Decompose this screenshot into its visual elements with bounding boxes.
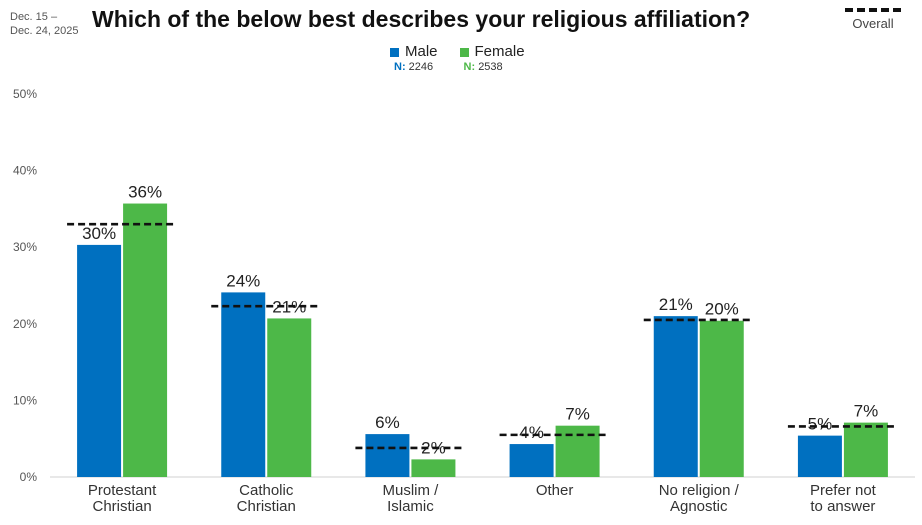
bar-male [509,444,554,477]
category-label: Prefer not [810,482,877,499]
category-label: Catholic [239,482,294,499]
data-label-female: 7% [565,405,590,424]
chart-title: Which of the below best describes your r… [92,6,751,32]
data-label-female: 36% [128,183,162,202]
legend-female: Female N: 2538 [459,43,525,74]
legend-female-n: N: 2538 [464,60,503,74]
bar-male [653,316,698,477]
data-label-female: 7% [854,402,879,421]
overall-legend: Overall [838,8,908,31]
bar-male [365,434,410,477]
data-label-male: 30% [82,224,116,243]
category-label: Protestant [88,482,157,499]
y-tick-label: 0% [20,470,38,484]
date-line-2: Dec. 24, 2025 [10,25,79,37]
bar-female [699,320,744,477]
series-legend: Male N: 2246 Female N: 2538 [390,44,525,74]
bar-male [797,435,842,477]
data-label-male: 4% [519,423,544,442]
date-line-1: Dec. 15 – [10,11,58,23]
category-label: Muslim / [382,482,439,499]
legend-female-label: Female [474,43,525,60]
legend-male-label: Male [405,43,438,60]
data-label-male: 21% [659,295,693,314]
legend-female-n-prefix: N: [463,61,476,73]
y-tick-label: 20% [13,317,37,331]
bar-female [123,203,168,477]
y-tick-label: 30% [13,240,37,254]
data-label-female: 20% [705,300,739,319]
category-label: Agnostic [670,498,728,515]
y-tick-label: 50% [13,87,37,101]
bar-female [843,422,888,477]
legend-female-n-value: 2538 [478,61,503,73]
category-label: to answer [810,498,875,515]
bar-male [221,292,266,477]
legend-female-swatch [459,47,469,57]
y-tick-label: 10% [13,393,37,407]
legend-male-n-value: 2246 [408,61,434,73]
bar-female [267,318,312,477]
data-label-male: 5% [808,415,833,434]
bar-female [555,425,600,477]
date-range: Dec. 15 – Dec. 24, 2025 [10,10,90,38]
bar-female [411,459,456,477]
legend-male-n-prefix: N: [394,61,406,73]
data-label-male: 6% [375,413,400,432]
category-label: Christian [92,498,151,515]
bar-male [77,244,122,477]
data-label-male: 24% [226,271,260,290]
category-label: Other [536,482,574,499]
legend-male: Male N: 2246 [390,44,438,74]
overall-legend-label: Overall [852,16,894,31]
legend-male-swatch [390,47,399,57]
overall-legend-line [845,8,901,12]
legend-male-n: N: 2246 [394,60,433,74]
y-tick-label: 40% [13,164,37,178]
category-label: Christian [237,498,296,515]
category-label: Islamic [387,498,434,515]
category-label: No religion / [659,482,740,499]
